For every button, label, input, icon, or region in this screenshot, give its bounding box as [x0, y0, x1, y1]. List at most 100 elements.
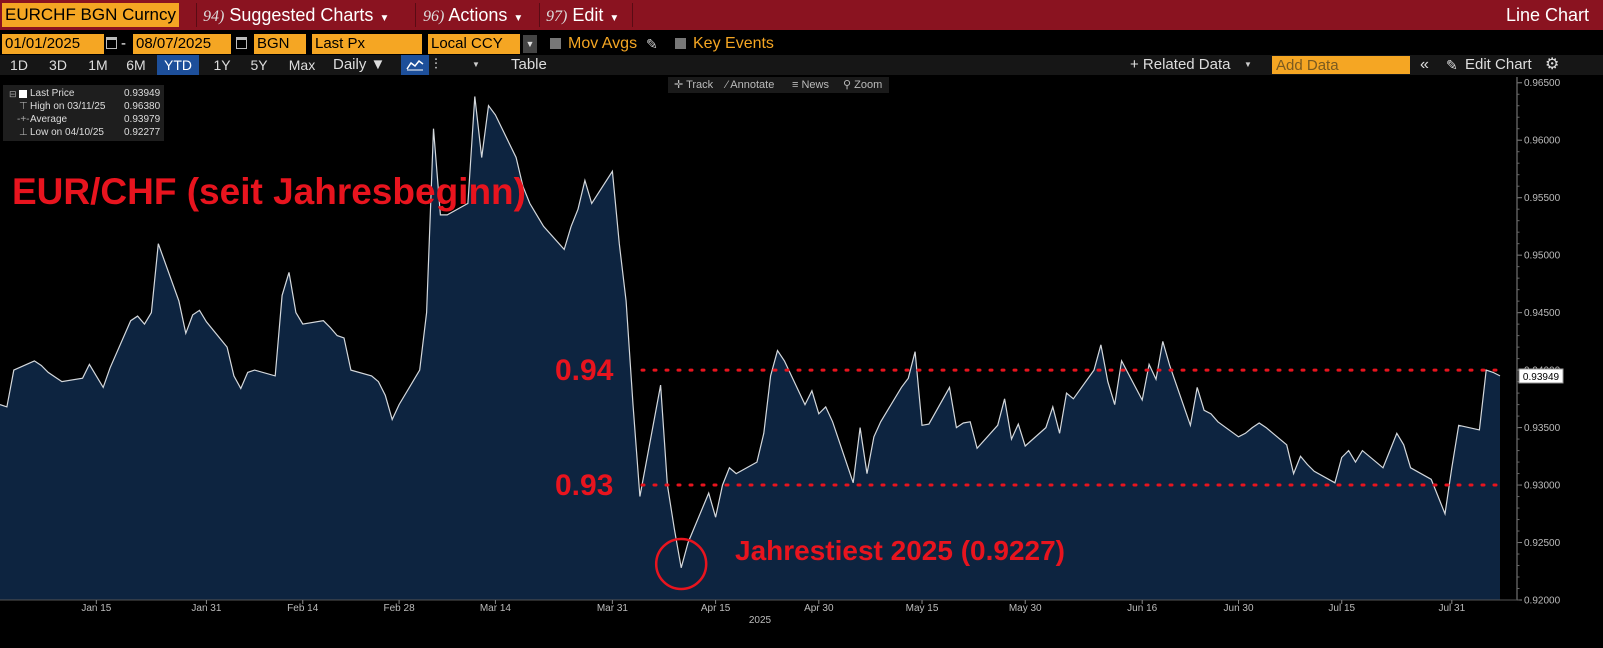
x-tick-label: Mar 14 — [480, 603, 512, 614]
y-tick-label: 0.92500 — [1524, 538, 1561, 549]
news-tool[interactable]: ≡ News — [792, 77, 829, 93]
chevron-down-icon[interactable]: ▼ — [472, 60, 480, 69]
frequency-dropdown[interactable]: Daily ▼ — [333, 56, 386, 73]
expand-icon: ⊟ — [9, 89, 17, 99]
add-data-input[interactable] — [1272, 56, 1410, 74]
calendar-icon[interactable] — [236, 37, 247, 49]
legend-label: High on 03/11/25 — [30, 101, 106, 112]
chevron-down-icon: ▼ — [379, 13, 390, 24]
pen-icon: ⁄ — [726, 79, 728, 91]
end-date-field[interactable]: 08/07/2025 — [133, 34, 231, 54]
chart-toolbar: 1D 3D 1M 6M YTD 1Y 5Y Max Daily ▼ ⫶ ▼ Ta… — [0, 55, 1603, 75]
currency-dropdown-icon[interactable]: ▼ — [523, 35, 537, 53]
range-button[interactable]: Max — [288, 57, 316, 73]
x-tick-label: Jul 31 — [1438, 603, 1465, 614]
key-events-label[interactable]: Key Events — [693, 35, 774, 52]
x-tick-label: Jun 16 — [1127, 603, 1157, 614]
tool-label: Zoom — [854, 79, 883, 91]
chart-type-label: Line Chart — [1505, 5, 1589, 25]
menu-label: Suggested Charts — [229, 5, 374, 25]
plot-area: 0.920000.925000.930000.935000.940000.945… — [0, 77, 1564, 626]
y-tick-label: 0.93500 — [1524, 423, 1561, 434]
range-button[interactable]: 3D — [49, 57, 67, 73]
currency-field[interactable]: Local CCY — [428, 34, 520, 54]
mov-avgs-label[interactable]: Mov Avgs — [568, 35, 638, 52]
annual-low-circle — [654, 537, 708, 591]
suggested-charts-menu[interactable]: 94) Suggested Charts ▼ — [203, 3, 389, 27]
edit-chart-button[interactable]: Edit Chart — [1465, 56, 1532, 73]
range-button[interactable]: 1M — [88, 57, 108, 73]
legend-value: 0.93949 — [124, 88, 161, 99]
range-button[interactable]: 6M — [126, 57, 146, 73]
ticker-field[interactable]: EURCHF BGN Curncy — [2, 3, 179, 27]
collapse-icon[interactable]: « — [1420, 56, 1429, 73]
pencil-icon[interactable]: ✎ — [1446, 57, 1458, 73]
date-range-dash: - — [121, 35, 126, 52]
legend-value: 0.92277 — [124, 127, 161, 138]
y-tick-label: 0.95500 — [1524, 193, 1561, 204]
annual-low-label: Jahrestiest 2025 (0.9227) — [735, 535, 1065, 566]
x-axis-label: 2025 — [749, 615, 772, 626]
price-field[interactable]: Last Px — [312, 34, 422, 54]
key-events-checkbox[interactable] — [675, 38, 686, 49]
y-tick-label: 0.96000 — [1524, 136, 1561, 147]
legend-row-high: ⊤ High on 03/11/25 0.96380 — [3, 100, 164, 113]
start-date-field[interactable]: 01/01/2025 — [2, 34, 104, 54]
menu-number: 97) — [546, 8, 568, 25]
legend-row-average: -+- Average 0.93979 — [3, 113, 164, 126]
high-marker-icon: ⊤ — [19, 101, 28, 112]
gear-icon[interactable]: ⚙ — [1545, 56, 1560, 73]
annotate-tool[interactable]: ⁄ Annotate — [726, 77, 774, 93]
chevron-down-icon: ▼ — [513, 13, 524, 24]
legend-label: Low on 04/10/25 — [30, 127, 104, 138]
mov-avgs-checkbox[interactable] — [550, 38, 561, 49]
y-tick-label: 0.95000 — [1524, 251, 1561, 262]
tool-label: Annotate — [730, 79, 775, 91]
menu-number: 96) — [423, 8, 445, 25]
low-marker-icon: ⊥ — [19, 127, 28, 138]
x-tick-label: Jan 15 — [81, 603, 111, 614]
x-tick-label: Apr 15 — [701, 603, 731, 614]
actions-menu[interactable]: 96) Actions ▼ — [423, 3, 523, 27]
table-button[interactable]: Table — [511, 56, 547, 73]
zoom-tool[interactable]: ⚲ Zoom — [843, 77, 882, 93]
pencil-icon[interactable]: ✎ — [646, 36, 658, 52]
x-tick-label: Feb 14 — [287, 603, 319, 614]
x-tick-label: Feb 28 — [384, 603, 416, 614]
range-button[interactable]: 1Y — [213, 57, 231, 73]
tool-label: News — [801, 79, 829, 91]
menu-separator — [539, 3, 540, 27]
range-button[interactable]: 5Y — [250, 57, 268, 73]
source-field[interactable]: BGN — [254, 34, 306, 54]
legend-box[interactable]: ⊟ Last Price 0.93949 ⊤ High on 03/11/25 … — [3, 85, 164, 141]
crosshair-icon: ✛ — [674, 79, 684, 91]
x-tick-label: May 15 — [906, 603, 939, 614]
track-tool[interactable]: ✛ Track — [674, 77, 713, 93]
edit-menu[interactable]: 97) Edit ▼ — [546, 3, 619, 27]
calendar-icon[interactable] — [106, 37, 117, 49]
range-button-active[interactable]: YTD — [157, 55, 199, 75]
reference-line-label: 0.94 — [555, 354, 614, 387]
x-tick-label: Jan 31 — [191, 603, 221, 614]
chevron-down-icon: ▼ — [609, 13, 620, 24]
legend-value: 0.93979 — [124, 114, 161, 125]
y-tick-label: 0.96500 — [1524, 78, 1561, 89]
x-tick-label: Apr 30 — [804, 603, 834, 614]
menu-separator — [415, 3, 416, 27]
menu-separator — [196, 3, 197, 27]
range-button[interactable]: 1D — [10, 57, 28, 73]
series-swatch — [19, 90, 27, 98]
y-tick-label: 0.92000 — [1524, 596, 1561, 607]
chart-tools-bar: ✛ Track ⁄ Annotate ≡ News ⚲ Zoom — [668, 77, 889, 93]
average-marker-icon: -+- — [17, 114, 30, 125]
line-chart-icon[interactable] — [401, 55, 429, 75]
related-data-button[interactable]: + Related Data — [1130, 56, 1231, 73]
candlestick-icon[interactable]: ⫶ — [434, 56, 438, 73]
magnifier-icon: ⚲ — [843, 79, 852, 91]
reference-line-label: 0.93 — [555, 469, 613, 502]
menu-separator — [632, 3, 633, 27]
last-value-tag — [1518, 368, 1564, 384]
chevron-down-icon[interactable]: ▼ — [1244, 60, 1252, 69]
x-tick-label: Mar 31 — [597, 603, 629, 614]
